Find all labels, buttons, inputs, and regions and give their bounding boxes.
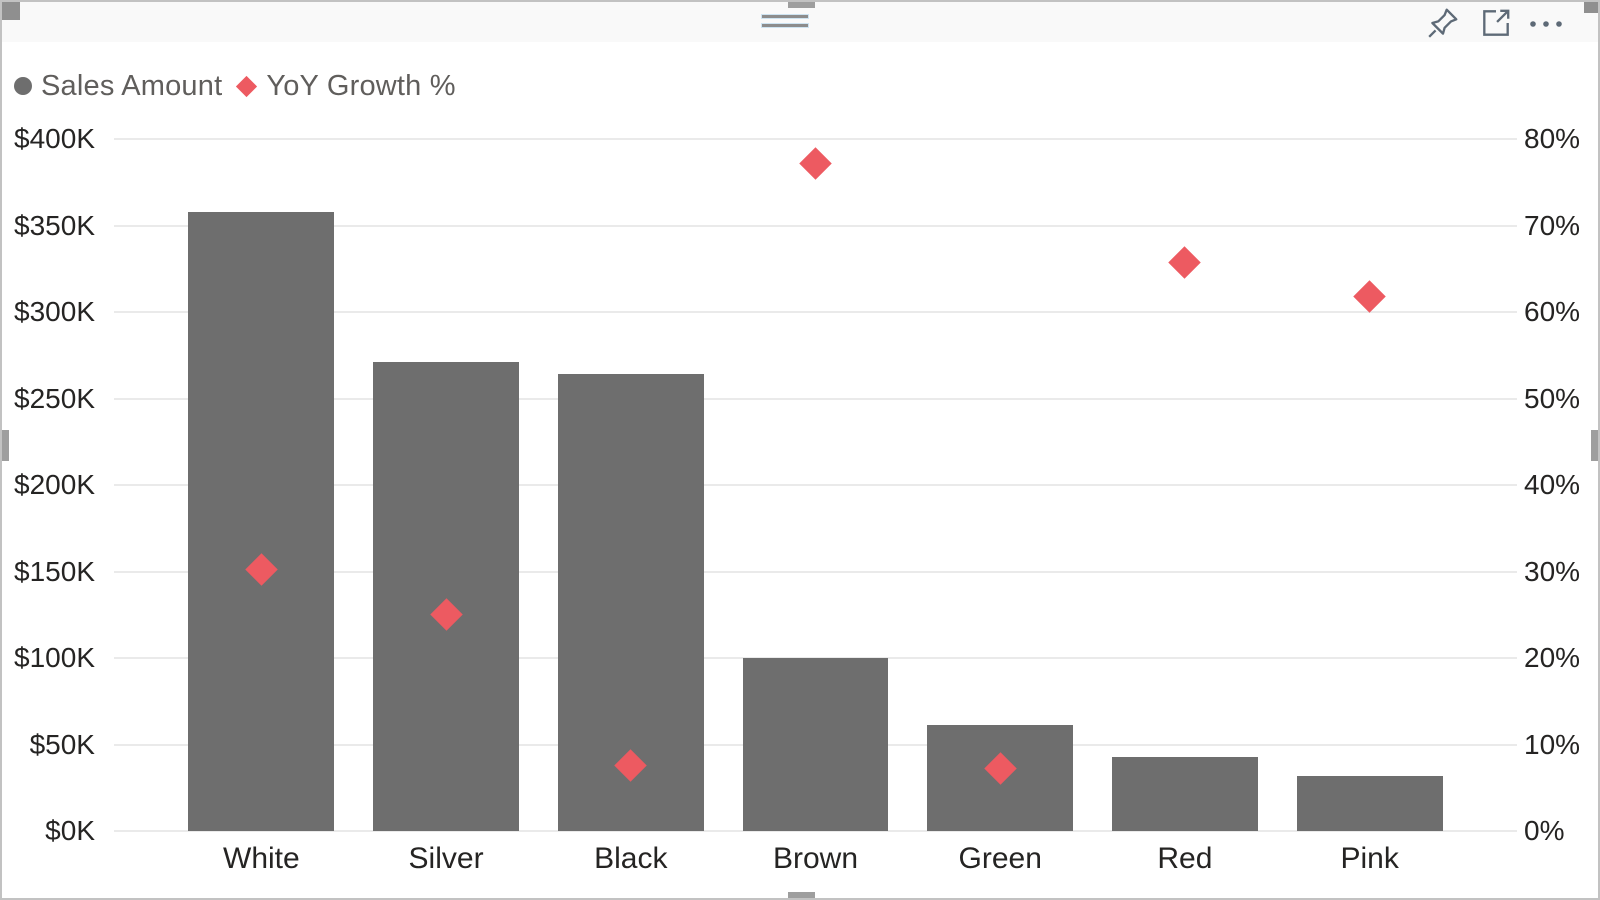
left-axis-tick-label: $350K [14,209,95,241]
legend: Sales Amount YoY Growth % [14,66,456,106]
drag-handle-line [762,15,808,18]
right-axis-tick-label: 10% [1524,728,1581,760]
drag-handle-icon[interactable] [762,13,808,29]
resize-handle-right-middle[interactable] [1591,430,1598,461]
resize-handle-top-center[interactable] [788,2,815,8]
x-axis-category-label: Red [1157,842,1213,875]
x-axis-category-label: White [223,842,300,875]
left-axis-tick-label: $300K [14,296,95,327]
gridline [114,830,1517,832]
gridline [114,397,1517,400]
left-axis-tick-label: $100K [14,642,95,673]
more-options-icon[interactable] [1526,6,1568,40]
resize-handle-top-right[interactable] [1584,2,1598,13]
right-axis-tick-label: 20% [1524,642,1581,673]
resize-handle-top-left[interactable] [2,2,20,20]
x-axis-category-label: Brown [772,842,859,875]
x-axis-category-label: Black [594,842,668,875]
right-axis-tick-label: 70% [1524,209,1581,241]
left-axis-tick-label: $400K [14,123,95,154]
gridline [114,224,1517,227]
right-axis-tick-label: 60% [1524,296,1581,327]
right-axis-tick-label: 50% [1524,382,1581,414]
legend-item-sales-amount[interactable]: Sales Amount [14,70,222,103]
pin-icon[interactable] [1426,6,1460,40]
sales-amount-bar-silver[interactable] [373,362,520,831]
right-axis-tick-label: 0% [1524,815,1565,846]
x-axis-category-label: Silver [408,842,484,875]
drag-handle-line [762,24,808,27]
left-axis-tick-label: $250K [14,382,95,414]
right-axis-tick-label: 30% [1524,555,1581,587]
yoy-growth-marker-brown[interactable] [799,146,832,180]
resize-handle-bottom-center[interactable] [788,892,815,898]
legend-label: Sales Amount [41,69,223,102]
visual-header-strip [2,2,1598,42]
legend-circle-marker [14,77,32,95]
sales-amount-bar-brown[interactable] [742,658,889,831]
right-axis-tick-label: 80% [1524,123,1581,154]
left-axis-tick-label: $150K [14,555,95,587]
sales-amount-bar-pink[interactable] [1296,775,1443,831]
gridline [114,570,1517,573]
right-axis-tick-label: 40% [1524,469,1581,500]
yoy-growth-marker-red[interactable] [1168,246,1202,279]
gridline [114,311,1517,313]
sales-amount-bar-white[interactable] [188,211,335,831]
left-axis-tick-label: $50K [29,728,95,760]
sales-amount-bar-red[interactable] [1111,756,1258,831]
gridline [114,138,1517,140]
focus-mode-icon[interactable] [1479,6,1513,40]
x-axis-category-label: Pink [1340,842,1399,875]
legend-label: YoY Growth % [266,69,456,102]
left-axis-tick-label: $0K [45,815,95,846]
x-axis-category-label: Green [958,842,1042,875]
left-axis-tick-label: $200K [14,469,95,500]
legend-item-yoy-growth[interactable]: YoY Growth % [236,69,456,103]
legend-diamond-marker [236,75,258,97]
yoy-growth-marker-pink[interactable] [1353,280,1386,313]
resize-handle-left-middle[interactable] [2,430,9,461]
gridline [114,484,1517,486]
